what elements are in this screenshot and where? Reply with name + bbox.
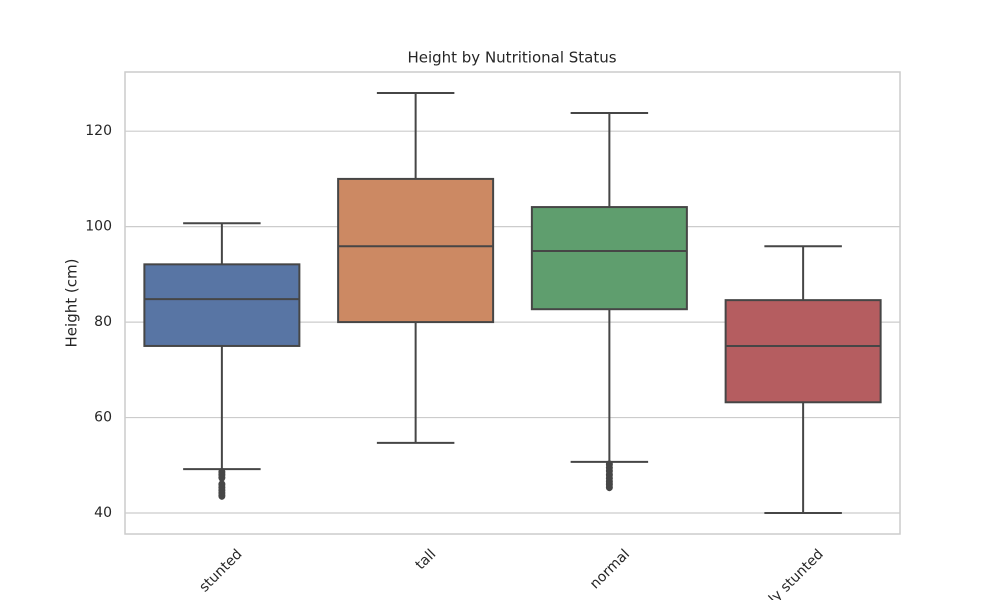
y-tick-label: 60	[94, 410, 112, 426]
y-tick-label: 80	[94, 314, 112, 330]
outlier	[218, 491, 226, 500]
y-tick-label: 40	[94, 505, 112, 521]
box	[724, 299, 882, 404]
y-tick-label: 120	[85, 123, 112, 139]
chart-title: Height by Nutritional Status	[407, 49, 616, 67]
y-axis-label: Height (cm)	[63, 259, 81, 348]
box	[143, 263, 301, 347]
y-tick-label: 100	[85, 219, 112, 235]
outlier	[605, 483, 613, 492]
outlier	[218, 473, 226, 482]
plot-frame	[124, 71, 901, 535]
box	[337, 177, 495, 324]
box	[530, 206, 688, 311]
